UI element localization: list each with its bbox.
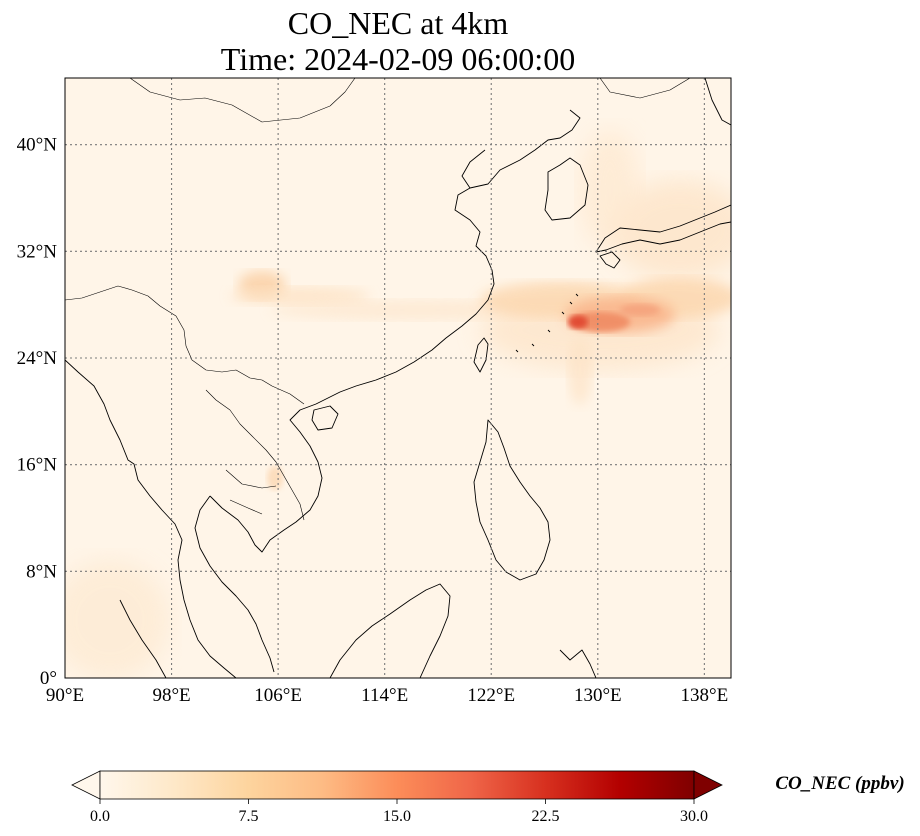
colorbar-extend-max [693,770,723,800]
co-concentration-field [65,130,731,678]
lat-tick-label: 40°N [17,135,58,156]
coast-japan [595,78,731,269]
plume-south-streak [568,335,592,405]
plume-tail [620,304,660,316]
map-panel: 90°E 98°E 106°E 114°E 122°E 130°E 138°E 0° 8°N 16… [17,77,732,706]
colorbar-bar [99,770,695,800]
coast-myanmar [65,359,183,581]
colorbar-tick-label: 15.0 [383,808,411,825]
lon-tick-label: 114°E [361,685,408,706]
border-laos-vietnam [205,389,305,521]
coast-ryukyu [515,293,579,353]
coast-borneo [329,583,451,678]
coast-sumatra [119,599,167,678]
colorbar-tick-label: 0.0 [90,808,110,825]
lat-tick-label: 0° [40,668,57,689]
haze-japan [610,180,731,280]
lon-tick-label: 138°E [681,685,729,706]
plume-high-core [570,312,630,332]
lon-tick-label: 106°E [254,685,302,706]
coast-taiwan [473,337,489,373]
map-title: CO_NEC at 4km [288,5,509,41]
lon-tick-label: 98°E [152,685,190,706]
colorbar-tick-label: 30.0 [680,808,708,825]
haze-korea [580,130,640,250]
colorbar-tick-label: 7.5 [239,808,259,825]
axis-ticks: 90°E 98°E 106°E 114°E 122°E 130°E 138°E 0° 8°N 16… [17,135,729,706]
lat-tick-label: 32°N [17,241,58,262]
coastlines [65,78,731,678]
coast-china-east [315,109,589,405]
colorbar-label: CO_NEC (ppbv) [775,773,904,794]
map-frame [64,77,732,679]
coast-philippines [473,419,551,581]
coast-hainan [311,405,339,431]
coast-sulawesi [559,649,597,678]
colorbar-tick-label: 22.5 [532,808,560,825]
plume-peak [568,315,588,329]
haze-southwest [65,560,170,678]
border-india-china [65,285,305,405]
lat-tick-label: 8°N [26,561,57,582]
plume-laos [267,466,283,490]
lat-tick-label: 16°N [17,455,58,476]
colorbar-ticks: 0.0 7.5 15.0 22.5 30.0 [90,799,708,825]
colorbar-extend-min [71,770,101,800]
border-mongolia [129,78,356,123]
coast-malay [179,579,237,678]
plume-sichuan-trail [230,287,370,305]
lon-tick-label: 130°E [574,685,622,706]
colorbar: 0.0 7.5 15.0 22.5 30.0 CO_NEC (ppbv) [71,770,905,825]
lon-tick-label: 90°E [46,685,84,706]
lon-tick-label: 122°E [467,685,515,706]
border-northeast [599,78,691,99]
map-subtitle-time: Time: 2024-02-09 06:00:00 [221,41,575,77]
gridlines [65,78,731,678]
lat-tick-label: 24°N [17,348,58,369]
